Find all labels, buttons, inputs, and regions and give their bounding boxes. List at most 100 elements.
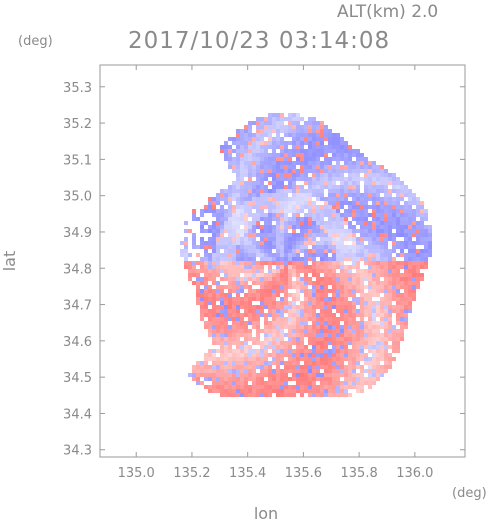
echo-cell xyxy=(260,209,264,213)
echo-cell xyxy=(320,333,324,337)
echo-cell xyxy=(364,261,368,265)
echo-cell xyxy=(380,309,384,313)
echo-cell xyxy=(256,253,260,257)
echo-cell xyxy=(296,333,300,337)
echo-cell xyxy=(292,221,296,225)
echo-cell xyxy=(236,329,240,333)
echo-cell xyxy=(392,209,396,213)
echo-cell xyxy=(400,245,404,249)
echo-cell xyxy=(300,349,304,353)
echo-cell xyxy=(416,265,420,269)
echo-cell xyxy=(348,381,352,385)
echo-cell xyxy=(240,217,244,221)
echo-cell xyxy=(336,173,340,177)
echo-cell xyxy=(212,309,216,313)
echo-cell xyxy=(360,337,364,341)
echo-cell xyxy=(180,249,184,253)
echo-cell xyxy=(360,237,364,241)
echo-cell xyxy=(396,301,400,305)
echo-cell xyxy=(380,221,384,225)
echo-cell xyxy=(260,145,264,149)
echo-cell xyxy=(312,361,316,365)
echo-cell xyxy=(236,305,240,309)
echo-cell xyxy=(284,289,288,293)
echo-cell xyxy=(320,129,324,133)
echo-cell xyxy=(384,201,388,205)
echo-cell xyxy=(332,237,336,241)
echo-cell xyxy=(340,285,344,289)
echo-cell xyxy=(372,245,376,249)
echo-cell xyxy=(300,129,304,133)
echo-cell xyxy=(204,265,208,269)
echo-cell xyxy=(252,245,256,249)
echo-cell xyxy=(388,345,392,349)
echo-cell xyxy=(396,289,400,293)
echo-cell xyxy=(312,261,316,265)
echo-cell xyxy=(232,285,236,289)
echo-cell xyxy=(328,157,332,161)
echo-cell xyxy=(400,189,404,193)
echo-cell xyxy=(400,265,404,269)
echo-cell xyxy=(308,157,312,161)
echo-cell xyxy=(312,365,316,369)
echo-cell xyxy=(292,137,296,141)
echo-cell xyxy=(256,385,260,389)
echo-cell xyxy=(324,261,328,265)
echo-cell xyxy=(304,249,308,253)
echo-cell xyxy=(240,277,244,281)
echo-cell xyxy=(212,297,216,301)
echo-cell xyxy=(256,185,260,189)
echo-cell xyxy=(360,245,364,249)
echo-cell xyxy=(296,237,300,241)
echo-cell xyxy=(340,145,344,149)
echo-cell xyxy=(388,361,392,365)
echo-cell xyxy=(200,213,204,217)
echo-cell xyxy=(264,217,268,221)
echo-cell xyxy=(244,237,248,241)
echo-cell xyxy=(252,337,256,341)
echo-cell xyxy=(268,309,272,313)
echo-cell xyxy=(232,225,236,229)
echo-cell xyxy=(244,269,248,273)
echo-cell xyxy=(212,197,216,201)
echo-cell xyxy=(348,173,352,177)
echo-cell xyxy=(272,389,276,393)
echo-cell xyxy=(280,225,284,229)
echo-cell xyxy=(240,333,244,337)
echo-cell xyxy=(352,265,356,269)
echo-cell xyxy=(344,297,348,301)
echo-cell xyxy=(232,213,236,217)
echo-cell xyxy=(356,257,360,261)
echo-cell xyxy=(304,301,308,305)
echo-cell xyxy=(224,221,228,225)
echo-cell xyxy=(236,149,240,153)
echo-cell xyxy=(304,177,308,181)
echo-cell xyxy=(320,173,324,177)
echo-cell xyxy=(392,325,396,329)
echo-cell xyxy=(324,213,328,217)
echo-cell xyxy=(304,369,308,373)
echo-cell xyxy=(232,313,236,317)
echo-cell xyxy=(384,177,388,181)
echo-cell xyxy=(204,357,208,361)
echo-cell xyxy=(372,201,376,205)
x-axis-label: lon xyxy=(254,504,278,521)
echo-cell xyxy=(304,189,308,193)
echo-cell xyxy=(332,137,336,141)
echo-cell xyxy=(268,221,272,225)
echo-cell xyxy=(376,177,380,181)
echo-cell xyxy=(208,209,212,213)
echo-cell xyxy=(296,125,300,129)
y-tick-label: 34.3 xyxy=(63,444,92,459)
echo-cell xyxy=(408,273,412,277)
echo-cell xyxy=(356,389,360,393)
echo-cell xyxy=(416,261,420,265)
echo-cell xyxy=(304,353,308,357)
echo-cell xyxy=(352,349,356,353)
echo-cell xyxy=(244,265,248,269)
echo-cell xyxy=(268,137,272,141)
echo-cell xyxy=(340,317,344,321)
echo-cell xyxy=(356,301,360,305)
echo-cell xyxy=(228,381,232,385)
echo-cell xyxy=(184,265,188,269)
